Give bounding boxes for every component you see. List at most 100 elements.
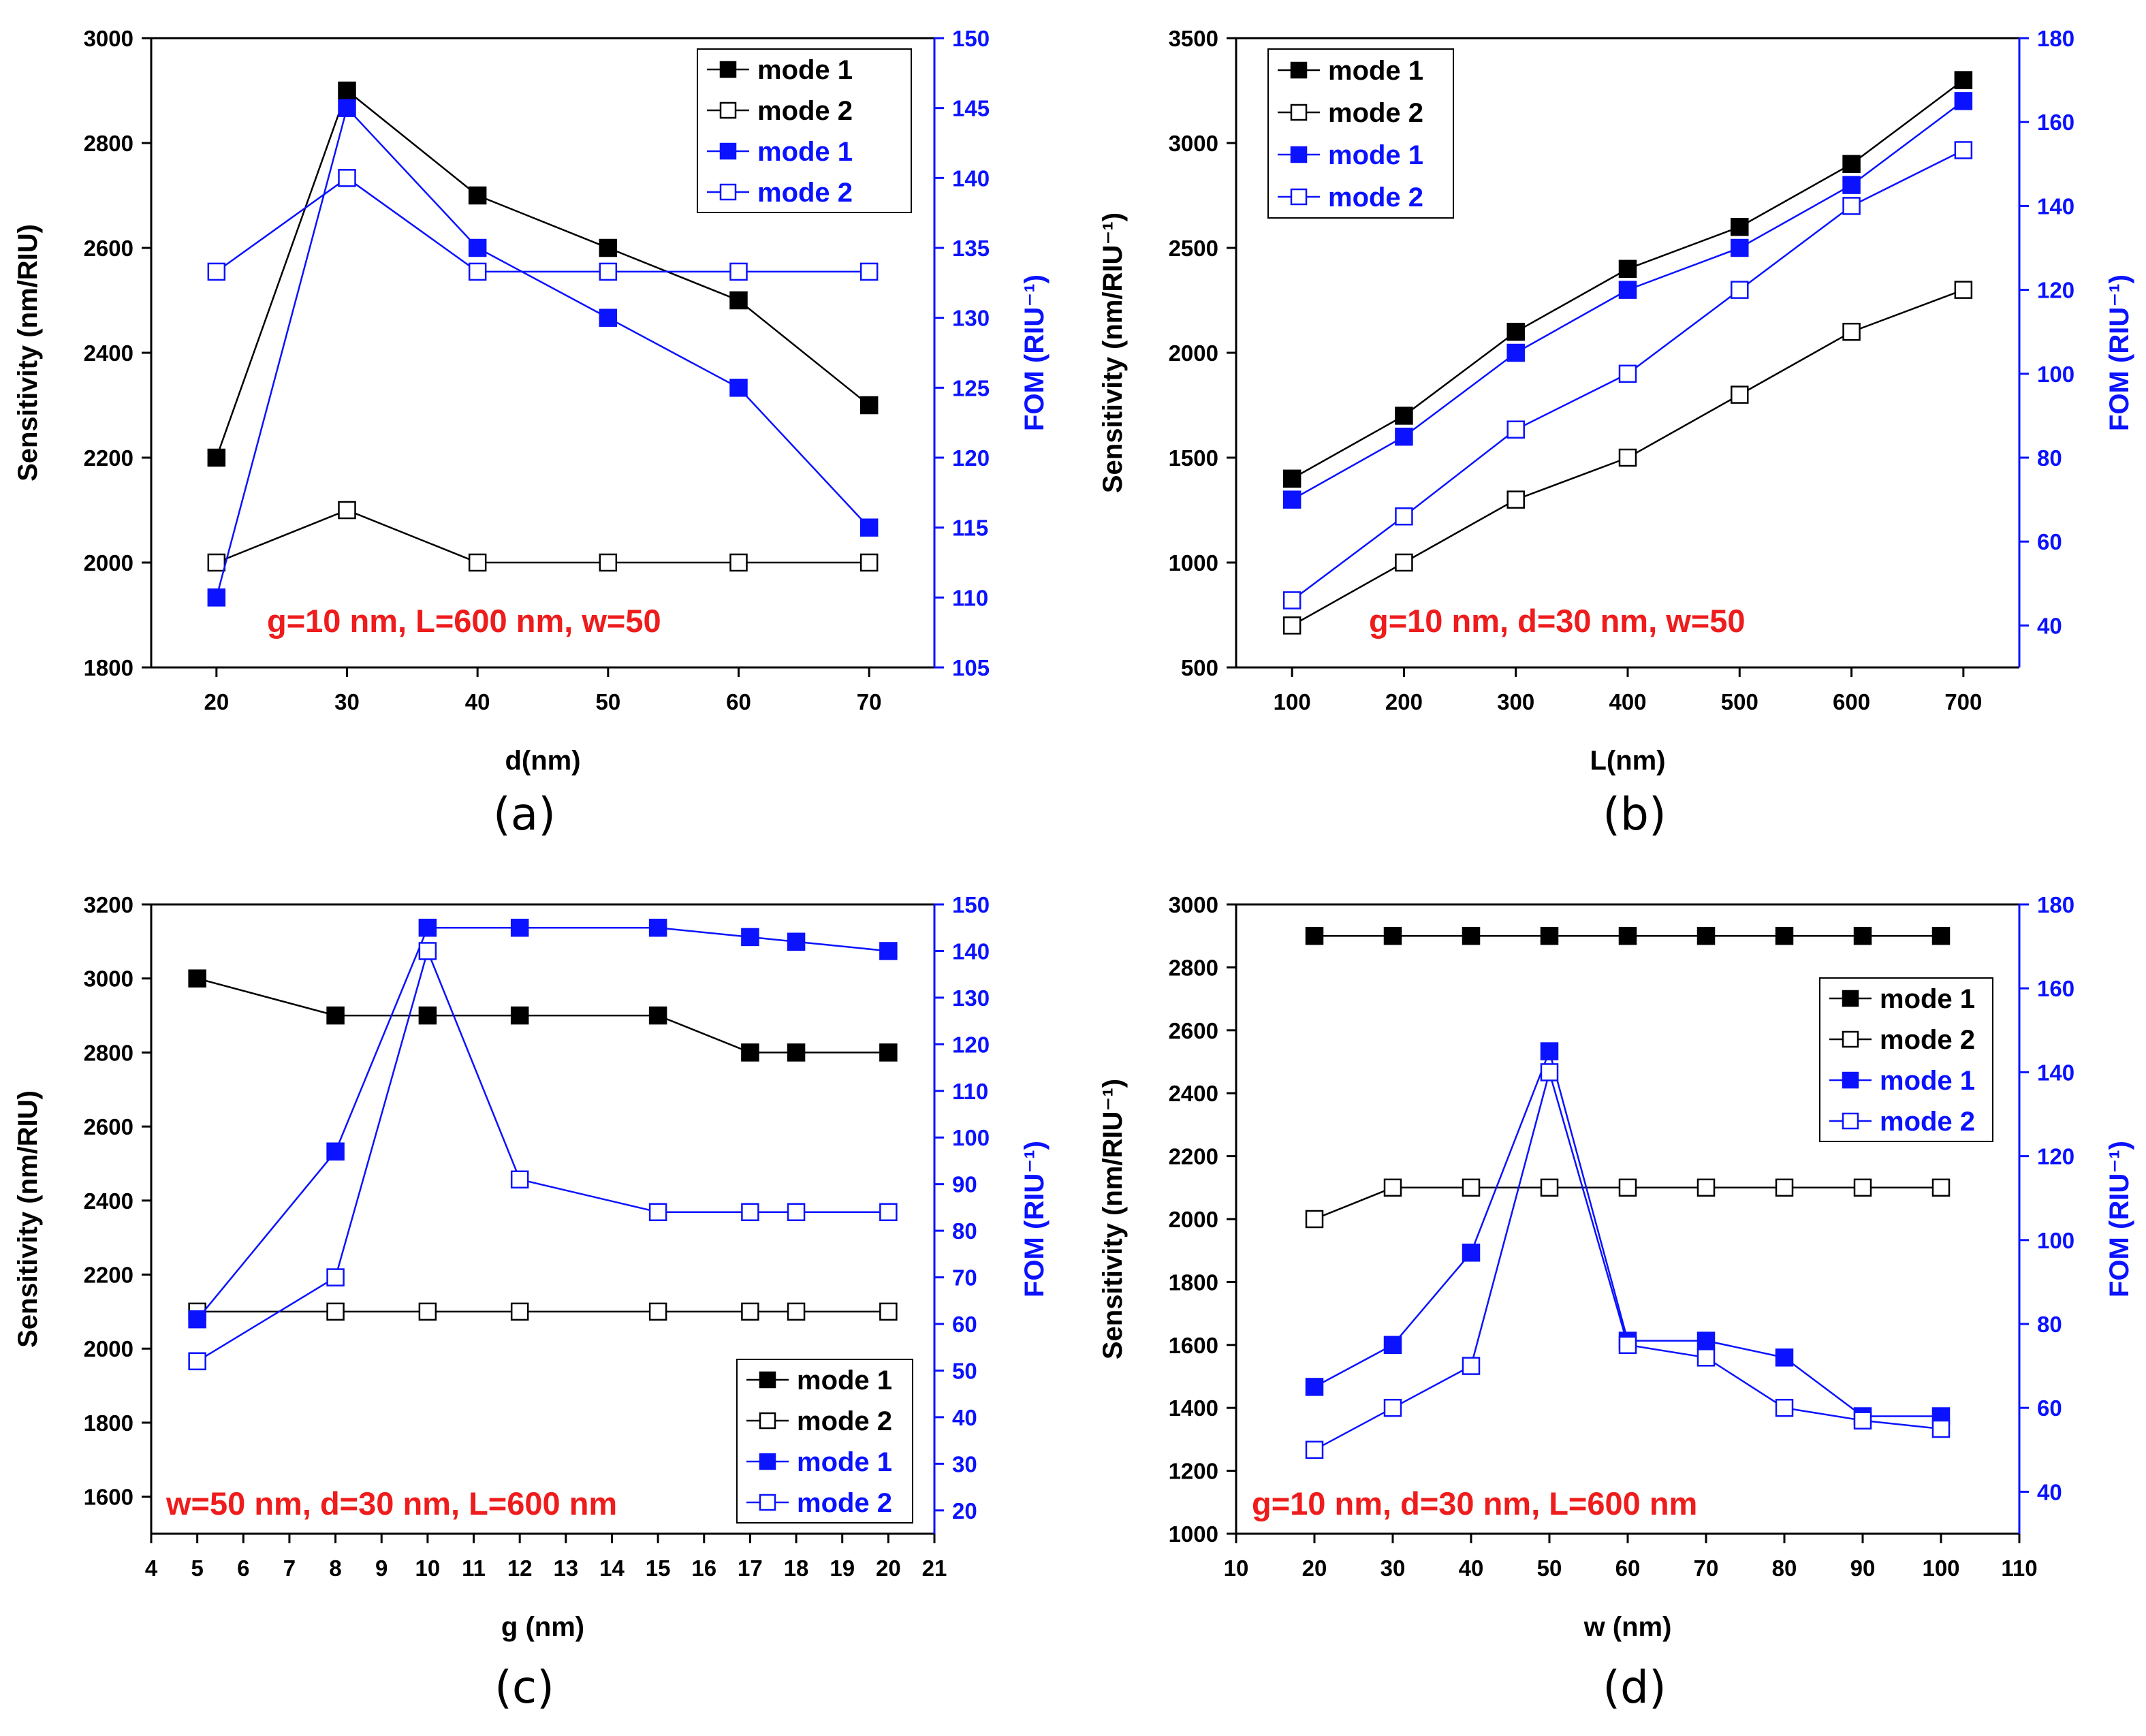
y-right-tick-label: 60 (2037, 529, 2062, 554)
data-point (1305, 1210, 1324, 1229)
y-right-tick-label: 80 (952, 1218, 977, 1244)
x-tick-label: 11 (462, 1556, 486, 1581)
legend-marker (759, 1494, 776, 1511)
x-tick-label: 16 (691, 1556, 716, 1581)
legend-marker (1290, 188, 1308, 206)
data-point (510, 1006, 529, 1025)
y-right-tick-label: 140 (952, 165, 990, 191)
data-point (1697, 926, 1716, 945)
x-tick-label: 90 (1850, 1556, 1876, 1581)
chart-panel-2: 100 200 300 400 500 600 700 500 1000 1500 2000 2500… (1098, 26, 2134, 840)
y-right-tick-label: 110 (952, 585, 988, 610)
y-axis-title-left: Sensitivity (nm/RIU) (13, 224, 43, 482)
data-point (188, 1310, 206, 1329)
data-point (338, 169, 356, 187)
data-point (648, 1203, 667, 1221)
x-axis-title: L(nm) (1590, 746, 1665, 776)
y-left-tick-label: 1200 (1169, 1459, 1218, 1484)
y-left-tick-label: 1400 (1169, 1395, 1218, 1421)
y-left-tick-label: 3000 (1169, 892, 1218, 917)
data-point (1540, 1042, 1559, 1060)
y-left-tick-label: 2200 (1169, 1144, 1218, 1169)
y-left-tick-label: 2800 (84, 131, 133, 156)
x-tick-label: 10 (415, 1556, 441, 1581)
x-axis-title: d(nm) (505, 746, 580, 776)
y-left-tick-label: 1800 (1169, 1269, 1218, 1295)
x-tick-label: 20 (204, 689, 229, 714)
data-point (1853, 926, 1872, 945)
y-left-tick-label: 1000 (1169, 550, 1218, 575)
y-axis-title-left: Sensitivity (nm/RIU⁻¹) (1098, 212, 1128, 493)
y-axis-title-right: FOM (RIU⁻¹) (2104, 1141, 2134, 1297)
y-left-tick-label: 1600 (1169, 1333, 1218, 1358)
y-left-tick-label: 2000 (1169, 1207, 1218, 1232)
series-line-open-black (216, 509, 870, 564)
y-right-tick-label: 60 (952, 1312, 977, 1337)
series-line-open-blue (216, 176, 870, 273)
y-right-tick-label: 40 (2037, 1479, 2062, 1504)
x-tick-label: 9 (375, 1556, 388, 1581)
data-point (648, 1302, 667, 1321)
legend-marker (759, 1453, 776, 1470)
data-point (188, 969, 206, 988)
data-point (1842, 322, 1861, 341)
y-right-tick-label: 30 (952, 1451, 977, 1477)
data-point (1395, 507, 1413, 526)
data-point (879, 942, 898, 960)
data-point (418, 918, 437, 937)
y-right-tick-label: 40 (2037, 613, 2062, 638)
data-point (326, 1006, 345, 1025)
legend-marker (1842, 990, 1859, 1007)
data-point (1731, 385, 1749, 404)
data-point (1775, 1178, 1794, 1197)
legend: mode 1 mode 2 mode 1 mode 2 (1267, 48, 1454, 219)
x-tick-label: 10 (1224, 1556, 1249, 1581)
data-point (338, 99, 356, 117)
legend: mode 1 mode 2 mode 1 mode 2 (1819, 977, 1993, 1142)
data-point (648, 918, 667, 937)
data-point (1395, 427, 1413, 446)
data-point (1931, 1178, 1951, 1197)
y-left-tick-label: 2200 (84, 1263, 133, 1288)
y-left-tick-label: 2600 (84, 236, 133, 261)
y-left-tick-label: 500 (1181, 655, 1218, 680)
data-point (326, 1142, 345, 1161)
legend-label: mode 1 (1328, 56, 1423, 86)
data-point (1775, 1398, 1794, 1417)
data-point (207, 448, 226, 467)
y-right-tick-label: 150 (952, 26, 990, 51)
y-right-tick-label: 110 (952, 1079, 988, 1104)
y-right-tick-label: 130 (952, 985, 990, 1011)
data-point (1462, 1178, 1481, 1197)
legend-marker (719, 61, 737, 78)
data-point (1954, 141, 1973, 159)
data-point (1383, 1398, 1402, 1417)
x-tick-label: 110 (2001, 1556, 2037, 1581)
data-point (741, 1302, 759, 1321)
y-right-tick-label: 105 (952, 655, 990, 680)
legend: mode 1 mode 2 mode 1 mode 2 (697, 48, 912, 213)
data-point (418, 1302, 437, 1321)
x-tick-label: 15 (646, 1556, 671, 1581)
data-point (1731, 238, 1749, 257)
y-left-tick-label: 1600 (84, 1485, 133, 1510)
y-right-tick-label: 140 (2037, 1060, 2074, 1085)
data-point (859, 553, 879, 572)
legend-label: mode 2 (757, 96, 853, 126)
y-right-tick-label: 100 (952, 1125, 990, 1150)
y-left-tick-label: 2800 (1169, 955, 1218, 980)
data-point (859, 518, 879, 537)
data-point (510, 1170, 529, 1189)
data-point (207, 588, 226, 607)
data-point (1383, 1336, 1402, 1355)
y-axis-title-right: FOM (RIU⁻¹) (1020, 274, 1050, 431)
data-point (787, 1203, 806, 1221)
x-tick-label: 18 (784, 1556, 809, 1581)
data-point (729, 291, 748, 310)
x-tick-label: 200 (1385, 689, 1423, 714)
data-point (207, 262, 226, 281)
legend-label: mode 2 (1880, 1107, 1975, 1137)
y-right-tick-label: 140 (2037, 193, 2074, 219)
data-point (729, 379, 748, 397)
y-left-tick-label: 2000 (84, 550, 133, 575)
